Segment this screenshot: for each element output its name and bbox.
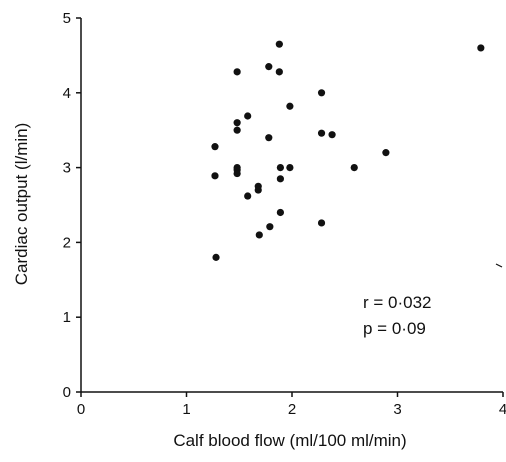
x-tick-label: 3 xyxy=(393,401,401,418)
data-point xyxy=(233,126,241,134)
data-point xyxy=(275,68,283,76)
y-tick-label: 0 xyxy=(63,384,71,401)
x-axis-title: Calf blood flow (ml/100 ml/min) xyxy=(173,431,406,450)
data-point xyxy=(244,112,252,120)
stray-mark xyxy=(495,263,503,268)
y-axis-title: Cardiac output (l/min) xyxy=(12,123,31,286)
data-point xyxy=(275,40,283,48)
y-tick-label: 1 xyxy=(63,309,71,326)
data-point xyxy=(233,169,241,178)
annotation-p: p = 0·09 xyxy=(363,319,426,338)
data-point xyxy=(211,143,219,151)
data-point xyxy=(477,44,485,52)
data-point xyxy=(255,231,263,239)
axes xyxy=(80,18,503,393)
data-point xyxy=(317,129,326,137)
data-point xyxy=(233,68,241,76)
data-point xyxy=(211,172,219,180)
x-tick-label: 4 xyxy=(499,401,506,418)
data-point xyxy=(244,192,252,200)
data-points xyxy=(211,40,485,261)
data-point xyxy=(350,164,358,172)
data-point xyxy=(286,102,294,110)
y-tick-label: 4 xyxy=(63,85,71,102)
data-point xyxy=(382,149,390,157)
x-ticks: 0 1 2 3 4 xyxy=(77,392,506,418)
data-point xyxy=(276,208,284,217)
data-point xyxy=(276,175,284,183)
data-point xyxy=(233,119,241,127)
y-tick-label: 2 xyxy=(63,234,71,251)
data-point xyxy=(286,164,294,172)
data-point xyxy=(328,131,336,139)
data-point xyxy=(276,164,284,172)
data-point xyxy=(265,63,273,71)
data-point xyxy=(317,219,326,227)
data-point xyxy=(317,89,326,97)
data-point xyxy=(212,253,220,261)
y-tick-label: 5 xyxy=(63,10,71,27)
y-tick-label: 3 xyxy=(63,160,71,177)
x-tick-label: 1 xyxy=(182,401,190,418)
x-tick-label: 2 xyxy=(288,401,296,418)
data-point xyxy=(265,134,273,142)
data-point xyxy=(254,186,262,194)
x-tick-label: 0 xyxy=(77,401,85,418)
data-point xyxy=(266,223,274,231)
y-ticks: 0 1 2 3 4 5 xyxy=(63,10,81,401)
annotation-r: r = 0·032 xyxy=(363,293,432,312)
